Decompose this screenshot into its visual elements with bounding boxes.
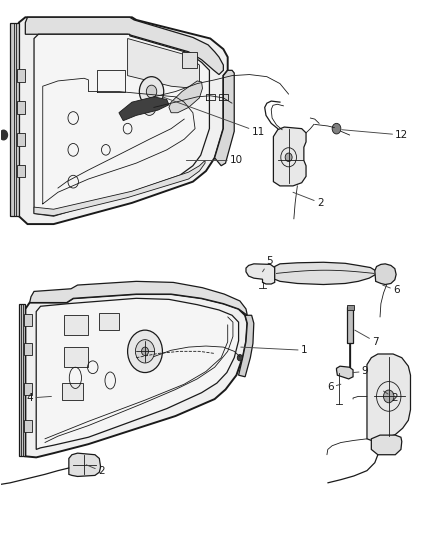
Polygon shape: [119, 97, 169, 120]
Circle shape: [139, 77, 164, 107]
Text: 10: 10: [186, 156, 243, 165]
Text: 2: 2: [384, 391, 398, 403]
Polygon shape: [246, 264, 275, 284]
Polygon shape: [367, 354, 410, 440]
Text: 6: 6: [383, 285, 400, 295]
Bar: [17, 69, 25, 82]
Bar: [62, 383, 83, 400]
Bar: [17, 133, 25, 146]
Polygon shape: [69, 453, 101, 477]
Text: 4: 4: [27, 393, 51, 403]
Bar: [64, 347, 88, 367]
Polygon shape: [10, 22, 19, 216]
Polygon shape: [239, 316, 254, 377]
Circle shape: [0, 130, 7, 140]
Polygon shape: [375, 264, 396, 285]
Bar: [347, 308, 353, 343]
Polygon shape: [275, 262, 376, 285]
Text: 11: 11: [162, 97, 265, 137]
Circle shape: [146, 85, 157, 98]
Text: 5: 5: [262, 256, 272, 272]
Bar: [64, 316, 88, 335]
Polygon shape: [19, 304, 25, 456]
Polygon shape: [30, 281, 247, 316]
Bar: [17, 101, 25, 114]
Bar: [25, 420, 32, 432]
Text: 6: 6: [327, 382, 341, 392]
Circle shape: [143, 100, 156, 115]
Bar: [99, 313, 119, 330]
Polygon shape: [215, 70, 234, 166]
Text: 9: 9: [353, 367, 368, 376]
Circle shape: [141, 347, 148, 356]
Circle shape: [384, 390, 394, 403]
Polygon shape: [25, 294, 247, 457]
Polygon shape: [371, 435, 402, 455]
Polygon shape: [19, 17, 228, 224]
Bar: [25, 383, 32, 395]
Bar: [182, 52, 197, 68]
Polygon shape: [169, 81, 202, 113]
Bar: [25, 314, 32, 326]
Polygon shape: [25, 17, 223, 75]
Bar: [25, 343, 32, 355]
Text: 7: 7: [355, 330, 379, 347]
Polygon shape: [273, 127, 306, 186]
Polygon shape: [336, 366, 353, 379]
Circle shape: [127, 330, 162, 373]
Text: 2: 2: [86, 465, 105, 476]
Text: 1: 1: [241, 345, 307, 356]
Polygon shape: [34, 34, 209, 216]
Polygon shape: [34, 160, 205, 216]
Polygon shape: [127, 38, 199, 89]
Circle shape: [332, 123, 341, 134]
Circle shape: [285, 153, 292, 161]
Circle shape: [135, 340, 155, 363]
Polygon shape: [36, 298, 239, 449]
Text: 2: 2: [293, 192, 324, 208]
Circle shape: [237, 354, 243, 361]
Bar: [346, 305, 354, 310]
Text: 12: 12: [342, 130, 409, 140]
Bar: [17, 165, 25, 177]
